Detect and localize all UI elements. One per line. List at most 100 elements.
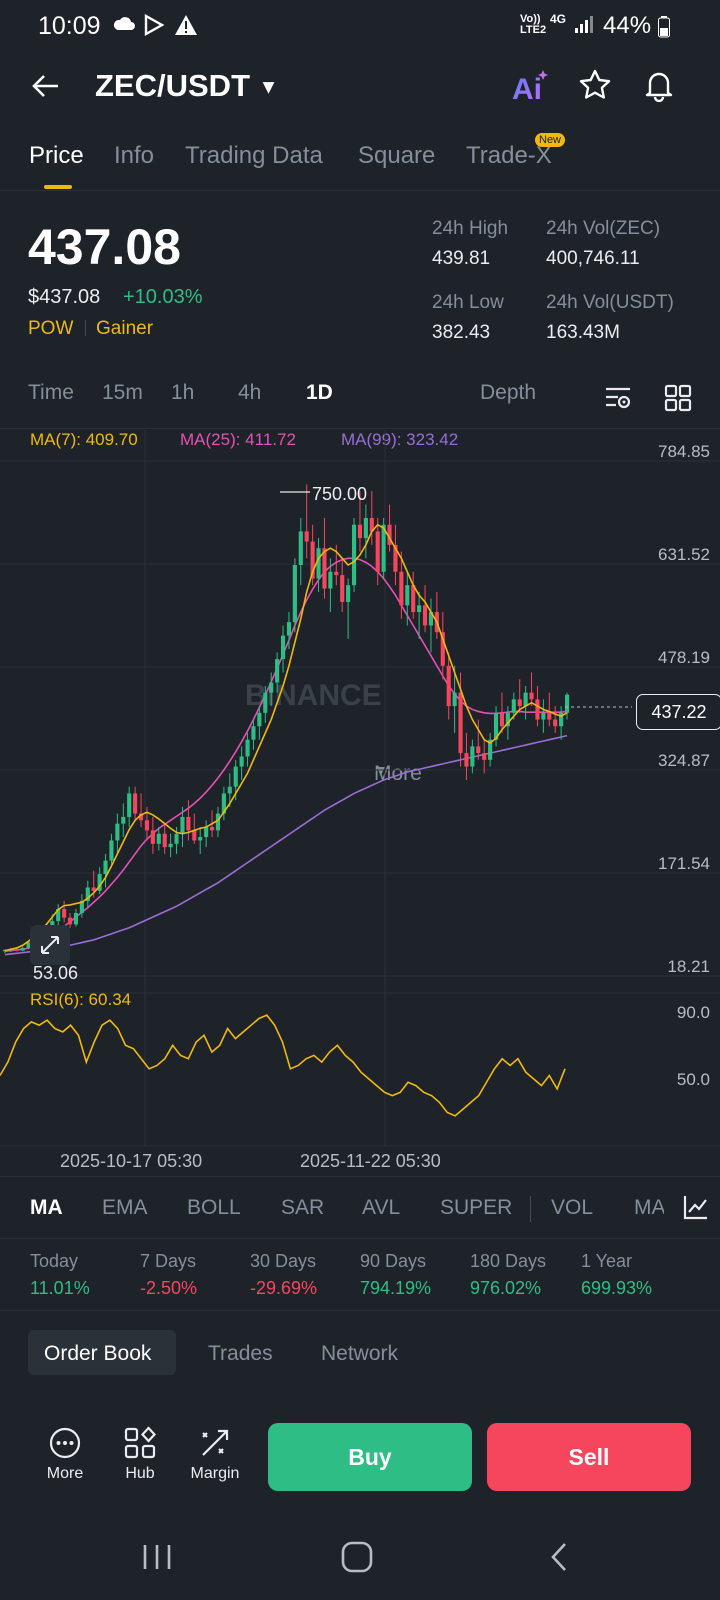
back-arrow-icon[interactable] (30, 70, 62, 107)
perf-value-30d: -29.69% (250, 1278, 318, 1298)
candle-body (411, 585, 416, 613)
perf-value-7d: -2.50% (140, 1278, 198, 1298)
candle-body (346, 585, 351, 602)
price-chart[interactable]: BINANCE 784.85 631.52 478.19 324.87 171.54 18… (0, 0, 720, 1170)
candle-body (221, 793, 226, 814)
candle-body (204, 827, 209, 838)
pair-selector[interactable]: ZEC/USDT ▼ (95, 68, 278, 104)
ind-super[interactable]: SUPER (440, 1196, 513, 1219)
home-icon[interactable] (340, 1540, 374, 1579)
candle-body (340, 575, 345, 602)
candle-body (263, 692, 268, 713)
status-time: 10:09 (38, 12, 101, 40)
tf-1h[interactable]: 1h (171, 381, 195, 404)
candle-body (186, 816, 191, 831)
fiat-price: $437.08 (28, 286, 101, 308)
bell-icon[interactable] (642, 68, 676, 107)
subtab-trades[interactable]: Trades (208, 1342, 273, 1365)
ai-icon[interactable]: Ai (512, 68, 550, 109)
ma7-path (4, 523, 568, 952)
indicator-divider-line (0, 1238, 720, 1239)
vol-quote-label: 24h Vol(USDT) (546, 292, 674, 313)
tf-4h[interactable]: 4h (238, 381, 262, 404)
candle-body (56, 908, 61, 922)
candle-body (286, 622, 292, 636)
tf-1d[interactable]: 1D (306, 381, 333, 404)
sell-button[interactable]: Sell (487, 1423, 691, 1491)
ind-mac[interactable]: MAC (634, 1196, 664, 1219)
chart-settings-icon[interactable] (604, 384, 632, 417)
rsi-path (0, 1014, 566, 1117)
perf-label-today: Today (30, 1251, 79, 1271)
candle-body (67, 917, 73, 925)
ind-avl[interactable]: AVL (362, 1196, 401, 1219)
tab-price[interactable]: Price (29, 142, 84, 169)
candle-body (62, 908, 67, 918)
more-label: More (46, 1465, 84, 1482)
pair-title: ZEC/USDT (95, 68, 250, 103)
recent-apps-icon[interactable] (140, 1542, 174, 1577)
tf-depth[interactable]: Depth (480, 381, 537, 404)
ind-ma[interactable]: MA (30, 1196, 63, 1219)
candle-body (328, 571, 333, 589)
candle-body (233, 766, 238, 787)
candle-body (251, 726, 256, 740)
vol-base-value: 400,746.11 (546, 248, 640, 269)
system-nav-bar (0, 1520, 720, 1600)
candle-body (523, 692, 528, 707)
subtab-order-book[interactable]: Order Book (44, 1342, 152, 1365)
tab-info[interactable]: Info (114, 142, 155, 169)
perf-value-1y: 699.93% (581, 1278, 653, 1298)
ma7-label: MA(7): 409.70 (30, 430, 138, 449)
binance-watermark: BINANCE (245, 679, 382, 712)
candle-body (97, 874, 102, 891)
ind-boll[interactable]: BOLL (187, 1196, 241, 1219)
expand-chart-button[interactable] (30, 925, 70, 965)
star-icon[interactable] (578, 68, 612, 107)
y-tick-label: 18.21 (667, 957, 710, 976)
price-change: +10.03% (123, 286, 203, 308)
candle-body (168, 843, 173, 848)
vol-quote-value: 163.43M (546, 322, 620, 343)
tf-15m[interactable]: 15m (102, 381, 143, 404)
candle-body (393, 544, 398, 572)
buy-button[interactable]: Buy (268, 1423, 472, 1491)
candle-body (180, 816, 185, 834)
tf-time[interactable]: Time (28, 381, 74, 404)
hub-button[interactable]: Hub (115, 1426, 165, 1483)
y-tick-label: 171.54 (658, 854, 710, 873)
y-tick-label: 784.85 (658, 442, 710, 461)
grid-layout-icon[interactable] (664, 384, 692, 417)
candle-body (280, 635, 286, 660)
ind-sar[interactable]: SAR (281, 1196, 325, 1219)
rsi-label: RSI(6): 60.34 (30, 990, 132, 1009)
play-store-icon (143, 13, 165, 42)
ma25-line (4, 557, 568, 953)
candle-body (422, 605, 428, 626)
vol-base-label: 24h Vol(ZEC) (546, 218, 661, 239)
warning-icon (174, 14, 198, 42)
candle-body (91, 887, 96, 891)
ind-ema[interactable]: EMA (102, 1196, 148, 1219)
tab-trade-x[interactable]: Trade-X (466, 142, 552, 169)
subtab-network[interactable]: Network (321, 1342, 399, 1365)
back-nav-icon[interactable] (548, 1542, 570, 1577)
signal-icon (574, 14, 596, 39)
perf-value-90d: 794.19% (360, 1278, 432, 1298)
ind-vol[interactable]: VOL (551, 1196, 594, 1219)
margin-button[interactable]: Margin (185, 1426, 245, 1483)
chart-indicator-icon[interactable] (678, 1193, 710, 1226)
candle-body (399, 571, 404, 606)
perf-label-7d: 7 Days (140, 1251, 197, 1271)
chart-top-divider (0, 428, 720, 429)
more-button[interactable]: More (40, 1426, 90, 1483)
candle-body (192, 830, 197, 841)
battery-icon (658, 16, 670, 43)
tag-gainer[interactable]: Gainer (96, 318, 154, 339)
candle-body (85, 887, 90, 901)
tab-square[interactable]: Square (358, 142, 436, 169)
candle-body (144, 820, 150, 831)
tag-pow[interactable]: POW (28, 318, 74, 339)
tab-trading-data[interactable]: Trading Data (185, 142, 323, 169)
perf-label-30d: 30 Days (250, 1251, 317, 1271)
